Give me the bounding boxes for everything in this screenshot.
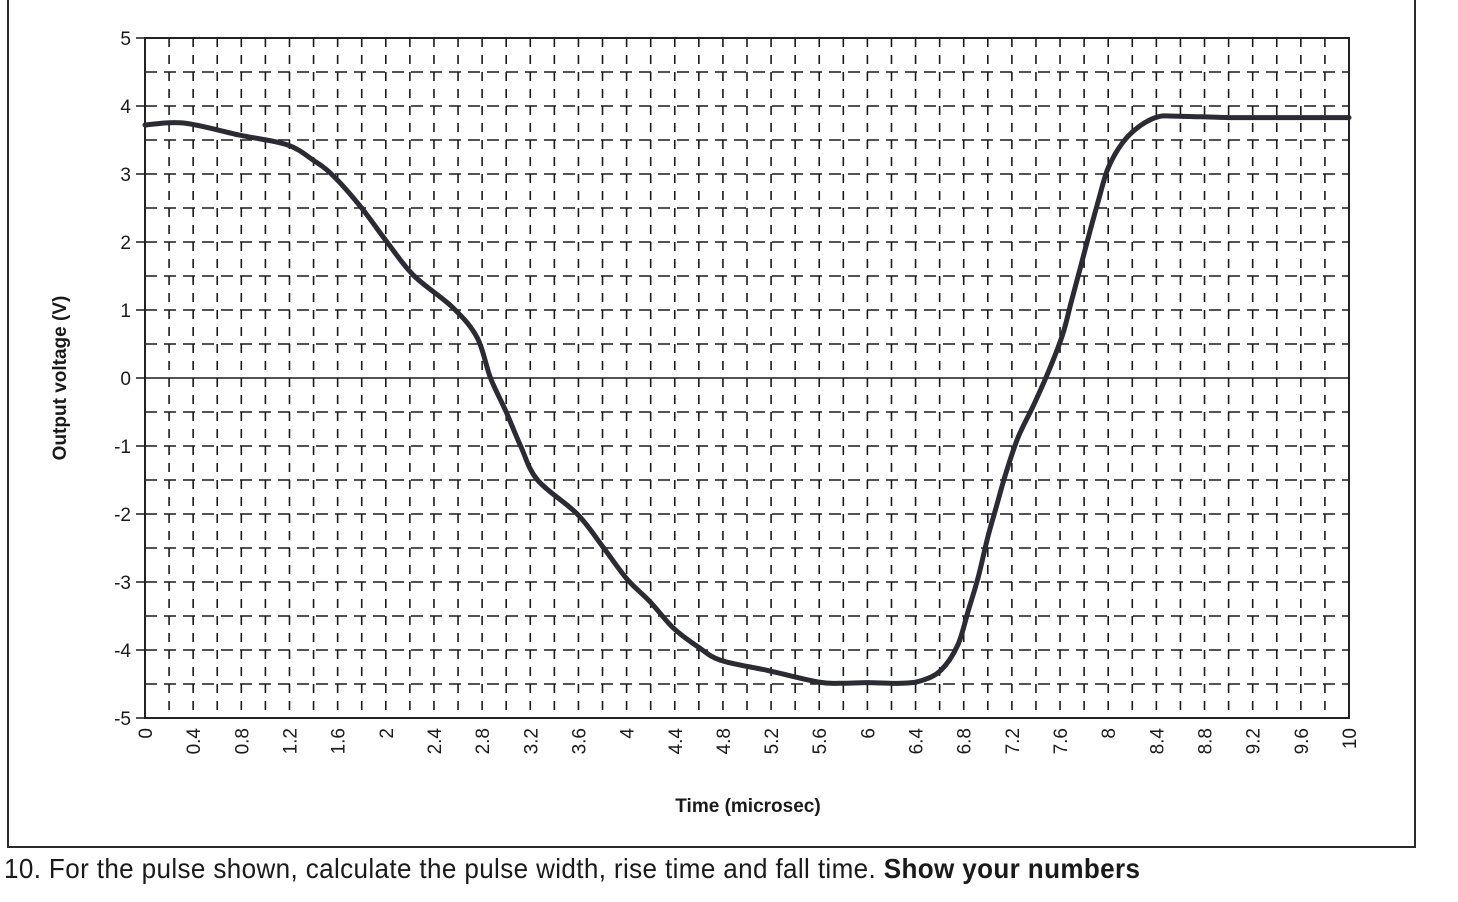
y-axis-title: Output voltage (V) <box>50 296 71 461</box>
x-tick-label: 7.2 <box>1003 728 1024 754</box>
x-tick-label: 1.2 <box>280 728 301 754</box>
question-text: 10. For the pulse shown, calculate the p… <box>4 853 1140 885</box>
x-tick-label: 3.2 <box>521 728 542 754</box>
y-tick-label: 2 <box>120 233 131 254</box>
x-tick-label: 2.4 <box>425 728 446 755</box>
question-body: For the pulse shown, calculate the pulse… <box>48 853 877 884</box>
x-tick-label: 4.8 <box>714 728 735 754</box>
x-tick-label: 8 <box>1099 728 1120 739</box>
x-axis-title: Time (microsec) <box>675 796 820 817</box>
x-tick-label: 10 <box>1340 728 1361 749</box>
x-tick-label: 3.6 <box>569 728 590 754</box>
question-number: 10. <box>4 853 42 884</box>
x-tick-label: 6.4 <box>907 728 928 755</box>
x-tick-label: 4.4 <box>666 728 687 755</box>
y-tick-label: -3 <box>114 573 131 594</box>
x-tick-label: 6.8 <box>955 728 976 754</box>
question-emphasis: Show your numbers <box>883 853 1141 884</box>
y-tick-label: 0 <box>120 369 131 390</box>
x-tick-label: 4 <box>618 728 639 739</box>
x-tick-label: 2 <box>377 728 398 739</box>
y-tick-label: 1 <box>120 301 131 322</box>
y-tick-label: -4 <box>114 641 131 662</box>
y-tick-label: -2 <box>114 505 131 526</box>
x-tick-label: 0.4 <box>184 728 205 755</box>
x-tick-label: 7.6 <box>1051 728 1072 754</box>
chart-frame <box>7 0 1416 848</box>
x-tick-label: 1.6 <box>329 728 350 754</box>
x-tick-label: 9.6 <box>1292 728 1313 754</box>
x-tick-label: 0 <box>136 728 157 739</box>
x-tick-label: 9.2 <box>1244 728 1265 754</box>
voltage-curve <box>142 113 1352 686</box>
x-tick-label: 8.4 <box>1147 728 1168 755</box>
y-tick-label: 5 <box>120 29 131 50</box>
x-tick-label: 6 <box>858 728 879 739</box>
y-tick-label: 3 <box>120 165 131 186</box>
x-tick-label: 5.2 <box>762 728 783 754</box>
x-tick-label: 0.8 <box>232 728 253 754</box>
y-tick-label: -5 <box>114 709 131 730</box>
y-tick-label: 4 <box>120 97 131 118</box>
x-tick-label: 5.6 <box>810 728 831 754</box>
x-tick-label: 2.8 <box>473 728 494 754</box>
x-tick-label: 8.8 <box>1196 728 1217 754</box>
y-axis-ticks: 5 4 3 2 1 0 -1 -2 -3 -4 -5 <box>114 29 145 730</box>
y-tick-label: -1 <box>114 437 131 458</box>
x-axis-ticks: 0 0.4 0.8 1.2 1.6 2 2.4 2.8 3.2 3.6 4 4.4 4.8 5.2 5.6 6… <box>136 728 1361 755</box>
